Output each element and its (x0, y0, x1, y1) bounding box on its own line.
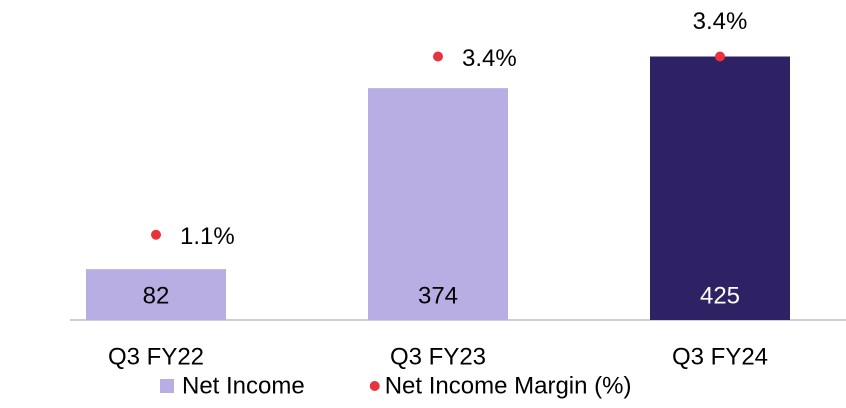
margin-value-label: 3.4% (693, 8, 748, 35)
margin-value-label: 1.1% (180, 223, 235, 250)
margin-value-label: 3.4% (462, 45, 517, 72)
bar (650, 56, 790, 320)
bar-value-label: 374 (418, 282, 458, 309)
legend-swatch (160, 379, 174, 393)
x-tick-label: Q3 FY23 (390, 343, 486, 370)
bar (86, 269, 226, 320)
x-tick-label: Q3 FY24 (672, 343, 768, 370)
legend-swatch (369, 381, 380, 391)
legend-label: Net Income Margin (%) (385, 372, 632, 399)
margin-dot (151, 229, 161, 240)
bar-value-label: 425 (700, 282, 740, 309)
margin-dot (433, 51, 443, 62)
legend-label: Net Income (182, 372, 305, 399)
margin-dot (715, 51, 725, 62)
bar-value-label: 82 (143, 282, 170, 309)
bar (368, 88, 508, 321)
x-tick-label: Q3 FY22 (108, 343, 204, 370)
